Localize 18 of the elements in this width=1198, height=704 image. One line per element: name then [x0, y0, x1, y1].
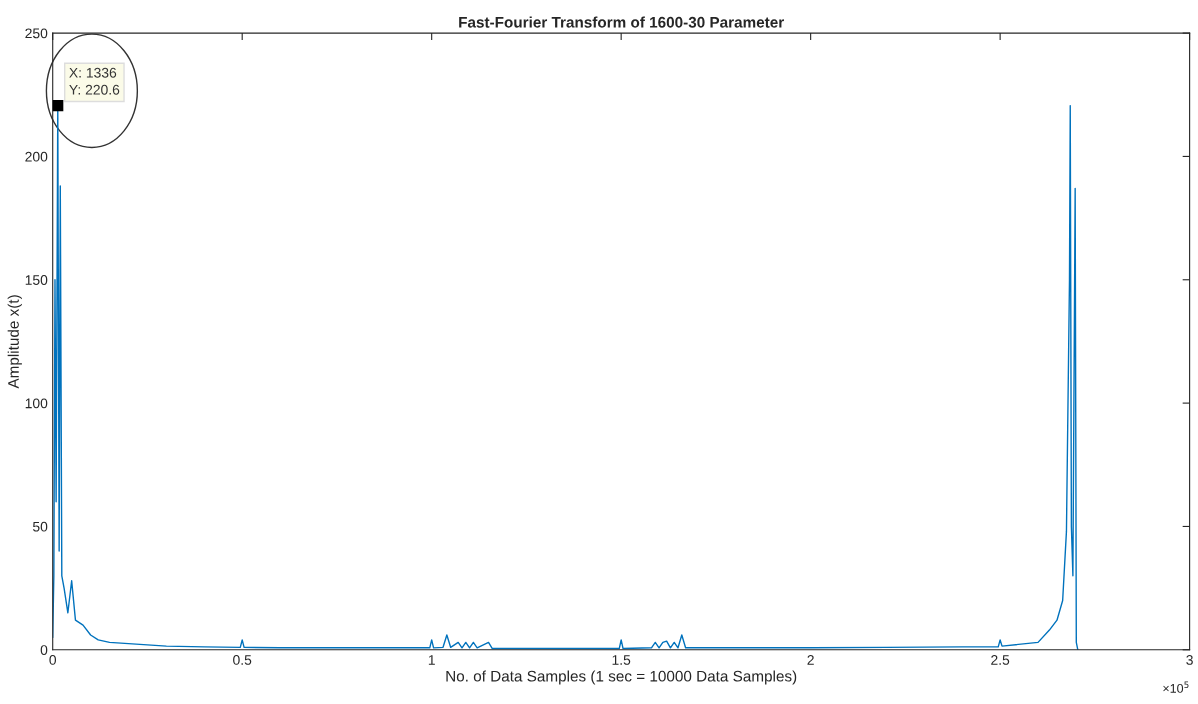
y-tick-label: 250 [25, 28, 48, 39]
y-tick-label: 200 [25, 151, 48, 162]
text: ×10$^{5}$ [1163, 681, 1189, 693]
x-tick-label: 0.5 [233, 655, 252, 665]
x-tick-label: 0 [49, 655, 57, 665]
y-tick-label: 0 [40, 645, 48, 655]
y-axis-title: Amplitude x(t) [7, 295, 22, 389]
y-tick-label: 50 [32, 521, 48, 532]
x-axis-title: No. of Data Samples (1 sec = 10000 Data Samples) [446, 670, 797, 685]
y-tick-label: 150 [25, 275, 48, 285]
y-tick-label: 100 [25, 398, 48, 409]
x-tick-label: 1.5 [612, 655, 631, 665]
x-tick-label: 3 [1186, 655, 1193, 665]
x-tick-label: 2.5 [991, 655, 1010, 665]
annotation: X: 1336 Y: 220.6 [69, 67, 120, 95]
x-tick-label: 2 [807, 655, 814, 665]
x-tick-label: 1 [428, 655, 435, 665]
chart-title: Fast-Fourier Transform of 1600-30 Parameter [459, 16, 784, 28]
